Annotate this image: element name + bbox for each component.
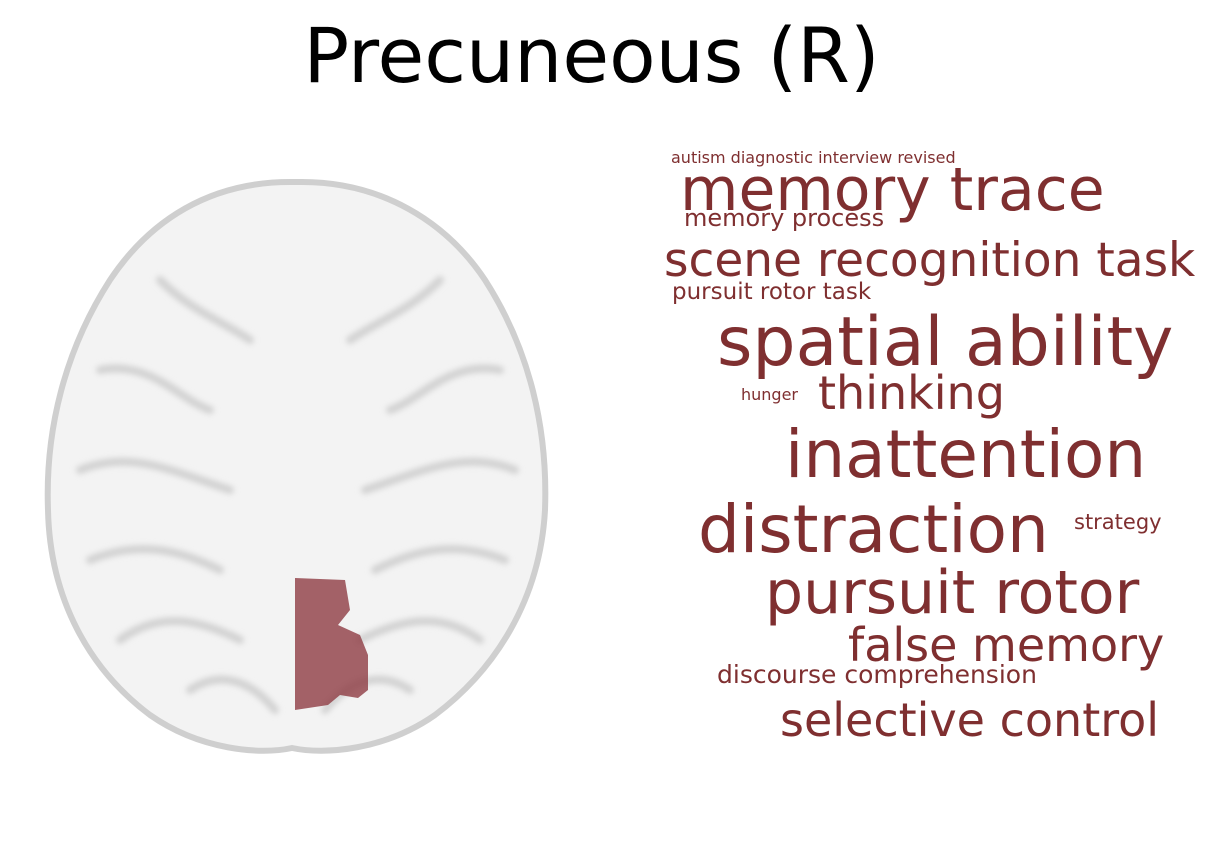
brain-axial-slice: [44, 179, 549, 754]
word-scene-recognition-task: scene recognition task: [664, 233, 1196, 288]
word-pursuit-rotor-task: pursuit rotor task: [672, 279, 872, 305]
word-memory-process: memory process: [684, 204, 885, 232]
word-false-memory: false memory: [848, 618, 1165, 672]
word-spatial-ability: spatial ability: [717, 303, 1174, 382]
word-inattention: inattention: [785, 416, 1147, 493]
word-hunger: hunger: [741, 385, 798, 404]
precuneus-region: [295, 578, 368, 710]
word-thinking: thinking: [818, 366, 1005, 420]
word-distraction: distraction: [698, 491, 1049, 568]
word-selective-control: selective control: [780, 693, 1160, 747]
word-pursuit-rotor: pursuit rotor: [765, 558, 1140, 628]
word-discourse-comprehension: discourse comprehension: [717, 660, 1037, 689]
word-strategy: strategy: [1074, 510, 1162, 534]
figure-title: Precuneous (R): [303, 11, 880, 100]
word-memory-trace: memory trace: [680, 155, 1105, 225]
word-autism-diagnostic-interview-revised: autism diagnostic interview revised: [671, 148, 956, 167]
